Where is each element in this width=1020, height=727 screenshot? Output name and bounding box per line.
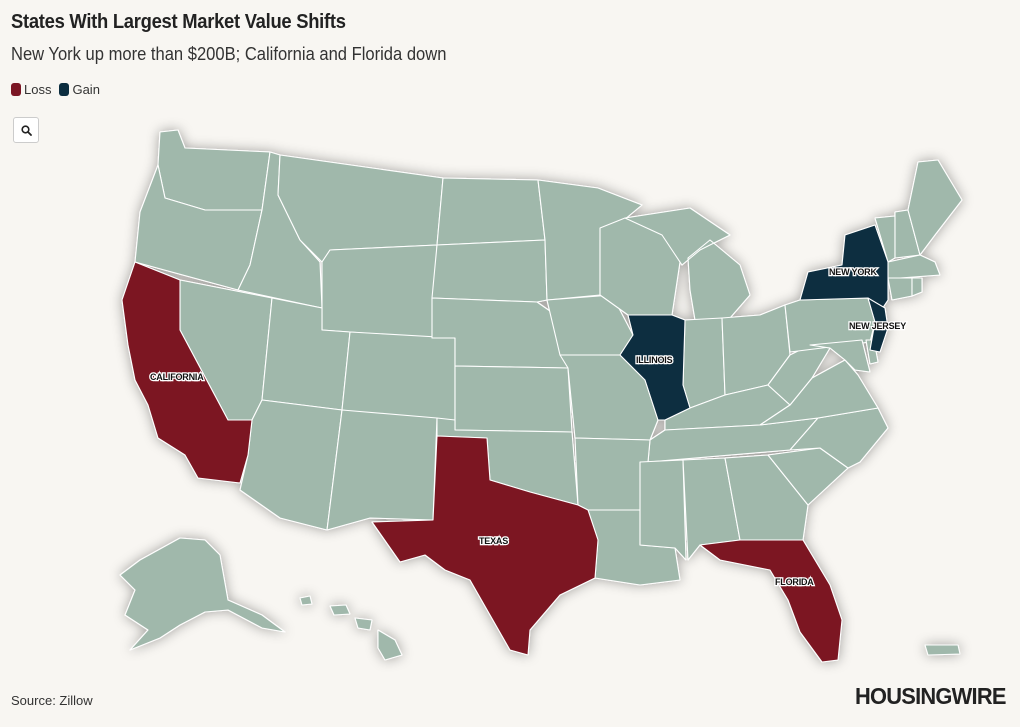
state-wyoming[interactable] [321,244,438,339]
state-rhode-island[interactable] [911,277,923,297]
chart-subtitle: New York up more than $200B; California … [11,44,447,64]
state-michigan[interactable] [624,207,751,321]
state-new-mexico[interactable] [326,409,438,531]
zoom-button[interactable] [13,117,39,143]
label-california: CALIFORNIA [150,372,204,382]
brand-logo: HOUSINGWIRE [855,683,1006,709]
state-south-dakota[interactable] [431,239,548,303]
state-texas[interactable] [371,435,599,656]
state-arizona[interactable] [239,399,343,531]
state-hawaii[interactable] [299,595,403,661]
state-washington[interactable] [157,129,271,211]
label-new-york: NEW YORK [829,267,877,277]
legend-swatch-loss [11,83,21,96]
state-north-dakota[interactable] [436,177,546,246]
state-new-jersey[interactable] [867,297,889,353]
state-arkansas[interactable] [574,437,651,511]
state-alaska[interactable] [119,537,286,651]
label-illinois: ILLINOIS [636,355,673,365]
state-california[interactable] [121,261,253,484]
source-note: Source: Zillow [11,693,93,708]
legend-swatch-gain [59,83,70,96]
state-indiana[interactable] [682,317,726,409]
label-florida: FLORIDA [775,577,814,587]
state-mississippi[interactable] [639,459,687,561]
legend-item-loss[interactable]: Loss [11,82,51,97]
state-illinois[interactable] [619,314,691,421]
state-maine[interactable] [907,159,963,256]
legend-label-gain: Gain [72,82,100,97]
legend: Loss Gain [11,82,108,97]
legend-label-loss: Loss [24,82,52,97]
state-florida[interactable] [699,539,843,663]
label-new-jersey: NEW JERSEY [849,321,906,331]
state-kansas[interactable] [454,365,573,433]
territory-puerto-rico[interactable] [924,644,961,656]
chart-title: States With Largest Market Value Shifts [11,11,346,33]
state-maryland[interactable] [809,339,871,373]
legend-item-gain[interactable]: Gain [59,82,100,97]
label-texas: TEXAS [479,536,508,546]
search-icon [20,124,32,136]
state-connecticut[interactable] [887,277,913,301]
state-georgia[interactable] [724,454,809,541]
